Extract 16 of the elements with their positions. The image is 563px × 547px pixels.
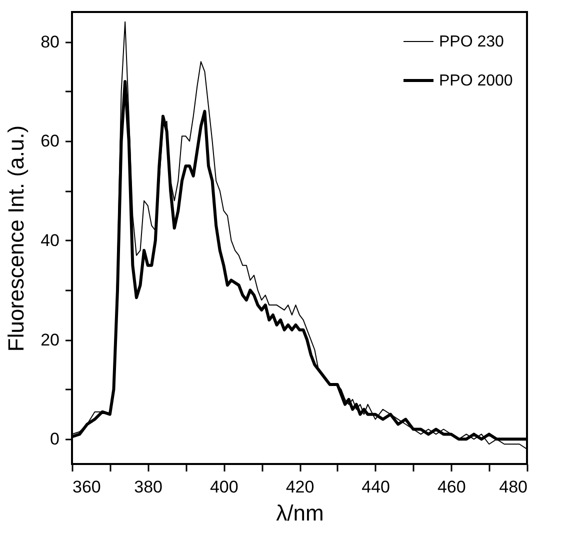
y-tick-label: 0 xyxy=(50,430,60,449)
x-tick-label: 380 xyxy=(134,478,163,496)
y-tick-label: 40 xyxy=(40,230,60,250)
x-tick-label: 400 xyxy=(210,478,238,496)
x-tick-label: 440 xyxy=(362,478,390,496)
x-tick-label: 460 xyxy=(437,478,466,496)
x-tick-label: 420 xyxy=(286,478,314,496)
y-tick-label: 80 xyxy=(40,32,60,52)
y-axis-title: Fluorescence Int. (a.u.) xyxy=(4,125,29,352)
y-tick-label: 60 xyxy=(40,132,60,151)
x-tick-label: 360 xyxy=(72,478,101,496)
x-axis-title: λ/nm xyxy=(276,500,324,526)
legend-label: PPO 230 xyxy=(439,34,504,50)
y-tick-label: 20 xyxy=(40,330,60,350)
x-tick-label: 480 xyxy=(499,478,528,496)
legend-label: PPO 2000 xyxy=(439,72,513,90)
